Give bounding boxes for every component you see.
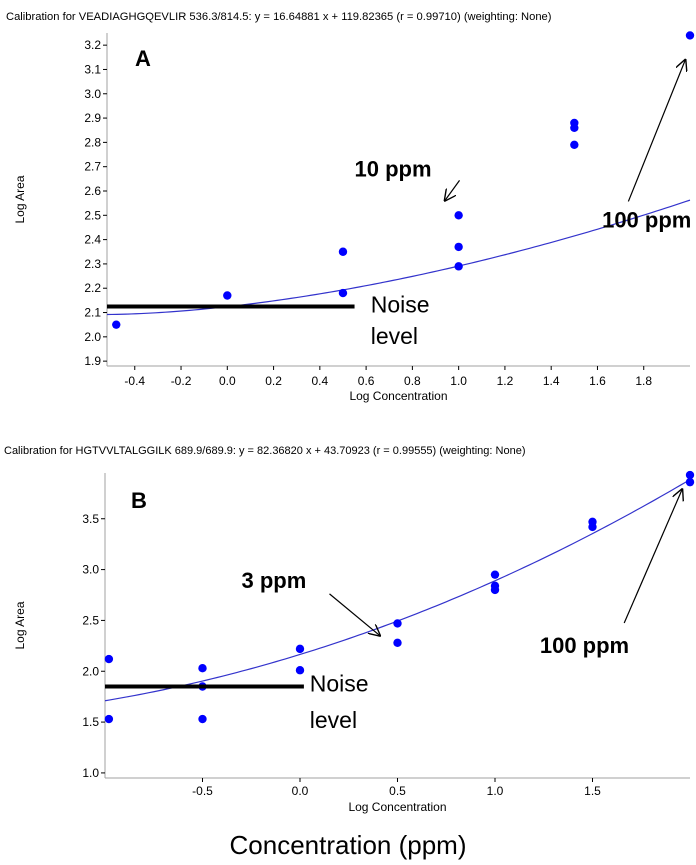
y-tick-label: 3.0: [84, 87, 101, 101]
y-tick-label: 2.4: [84, 233, 101, 247]
noise-label: Noise: [371, 292, 430, 318]
x-tick-label: 1.0: [487, 784, 504, 798]
y-tick-label: 2.2: [84, 281, 101, 295]
y-tick-label: 2.3: [84, 257, 101, 271]
data-point: [198, 664, 207, 673]
x-axis-label: Log Concentration: [348, 800, 446, 814]
y-tick-label: 2.0: [82, 664, 99, 678]
annotation-arrow: [445, 180, 461, 200]
data-point: [104, 654, 114, 664]
x-tick-label: 0.6: [358, 374, 375, 388]
annotation-arrow: [329, 593, 380, 636]
y-axis-label: Log Area: [13, 175, 27, 223]
x-tick-label: 1.8: [635, 374, 652, 388]
data-point: [104, 714, 114, 724]
chart-title: Calibration for HGTVVLTALGGILK 689.9/689…: [4, 445, 526, 457]
y-axis-label: Log Area: [13, 601, 27, 649]
panel-label: B: [131, 488, 147, 513]
fit-curve: [104, 479, 691, 702]
calibration-figure: Calibration for VEADIAGHGQEVLIR 536.3/81…: [4, 11, 695, 814]
y-tick-label: 2.9: [84, 111, 101, 125]
chart-title: Calibration for VEADIAGHGQEVLIR 536.3/81…: [6, 11, 552, 23]
annotation-arrow: [623, 489, 682, 624]
noise-label: Noise: [310, 671, 369, 697]
y-tick-label: 3.1: [84, 62, 101, 76]
data-point: [223, 291, 232, 300]
x-tick-label: 1.0: [450, 374, 467, 388]
data-point: [454, 262, 463, 271]
y-tick-label: 3.0: [82, 563, 99, 577]
data-point: [295, 644, 305, 654]
data-point: [685, 477, 695, 487]
y-tick-label: 2.6: [84, 184, 101, 198]
data-point: [393, 638, 402, 647]
data-point: [198, 714, 207, 724]
y-tick-label: 1.5: [82, 715, 99, 729]
data-point: [570, 118, 579, 128]
x-tick-label: -0.5: [192, 784, 213, 798]
data-point: [570, 140, 579, 150]
panel-label: A: [135, 46, 151, 71]
x-tick-label: 0.5: [389, 784, 406, 798]
data-point: [454, 242, 463, 252]
concentration-annotation: 100 ppm: [540, 633, 629, 658]
data-point: [588, 522, 597, 532]
x-tick-label: -0.4: [124, 374, 145, 388]
x-tick-label: 0.0: [219, 374, 236, 388]
data-point: [490, 570, 500, 579]
concentration-annotation: 100 ppm: [602, 207, 691, 232]
y-tick-label: 2.7: [84, 160, 101, 174]
noise-label: level: [371, 323, 418, 349]
x-tick-label: 0.8: [404, 374, 421, 388]
data-point: [454, 211, 463, 220]
concentration-annotation: 3 ppm: [242, 568, 307, 593]
x-tick-label: 1.4: [543, 374, 560, 388]
y-tick-label: 2.5: [84, 208, 101, 222]
data-point: [112, 320, 121, 329]
concentration-annotation: 10 ppm: [355, 156, 432, 181]
y-tick-label: 2.1: [84, 306, 101, 320]
y-tick-label: 3.2: [84, 38, 101, 52]
noise-label: level: [310, 707, 357, 733]
y-tick-label: 1.0: [82, 766, 99, 780]
x-tick-label: 0.0: [292, 784, 309, 798]
y-tick-label: 3.5: [82, 512, 99, 526]
data-point: [338, 288, 348, 298]
x-tick-label: 1.5: [584, 784, 601, 798]
y-tick-label: 1.9: [84, 354, 101, 368]
data-point: [393, 619, 402, 628]
x-tick-label: 1.6: [589, 374, 606, 388]
data-point: [295, 666, 305, 675]
annotation-arrow: [627, 60, 685, 202]
data-point: [338, 247, 348, 256]
data-point: [685, 31, 695, 40]
x-tick-label: -0.2: [171, 374, 192, 388]
x-tick-label: 1.2: [497, 374, 514, 388]
figure-caption: Concentration (ppm): [229, 830, 467, 860]
y-tick-label: 2.8: [84, 135, 101, 149]
x-tick-label: 0.2: [265, 374, 282, 388]
x-axis-label: Log Concentration: [349, 389, 447, 403]
x-tick-label: 0.4: [311, 374, 328, 388]
y-tick-label: 2.0: [84, 330, 101, 344]
fit-curve: [106, 199, 691, 316]
data-point: [490, 585, 500, 595]
data-point: [685, 470, 695, 480]
y-tick-label: 2.5: [82, 613, 99, 627]
